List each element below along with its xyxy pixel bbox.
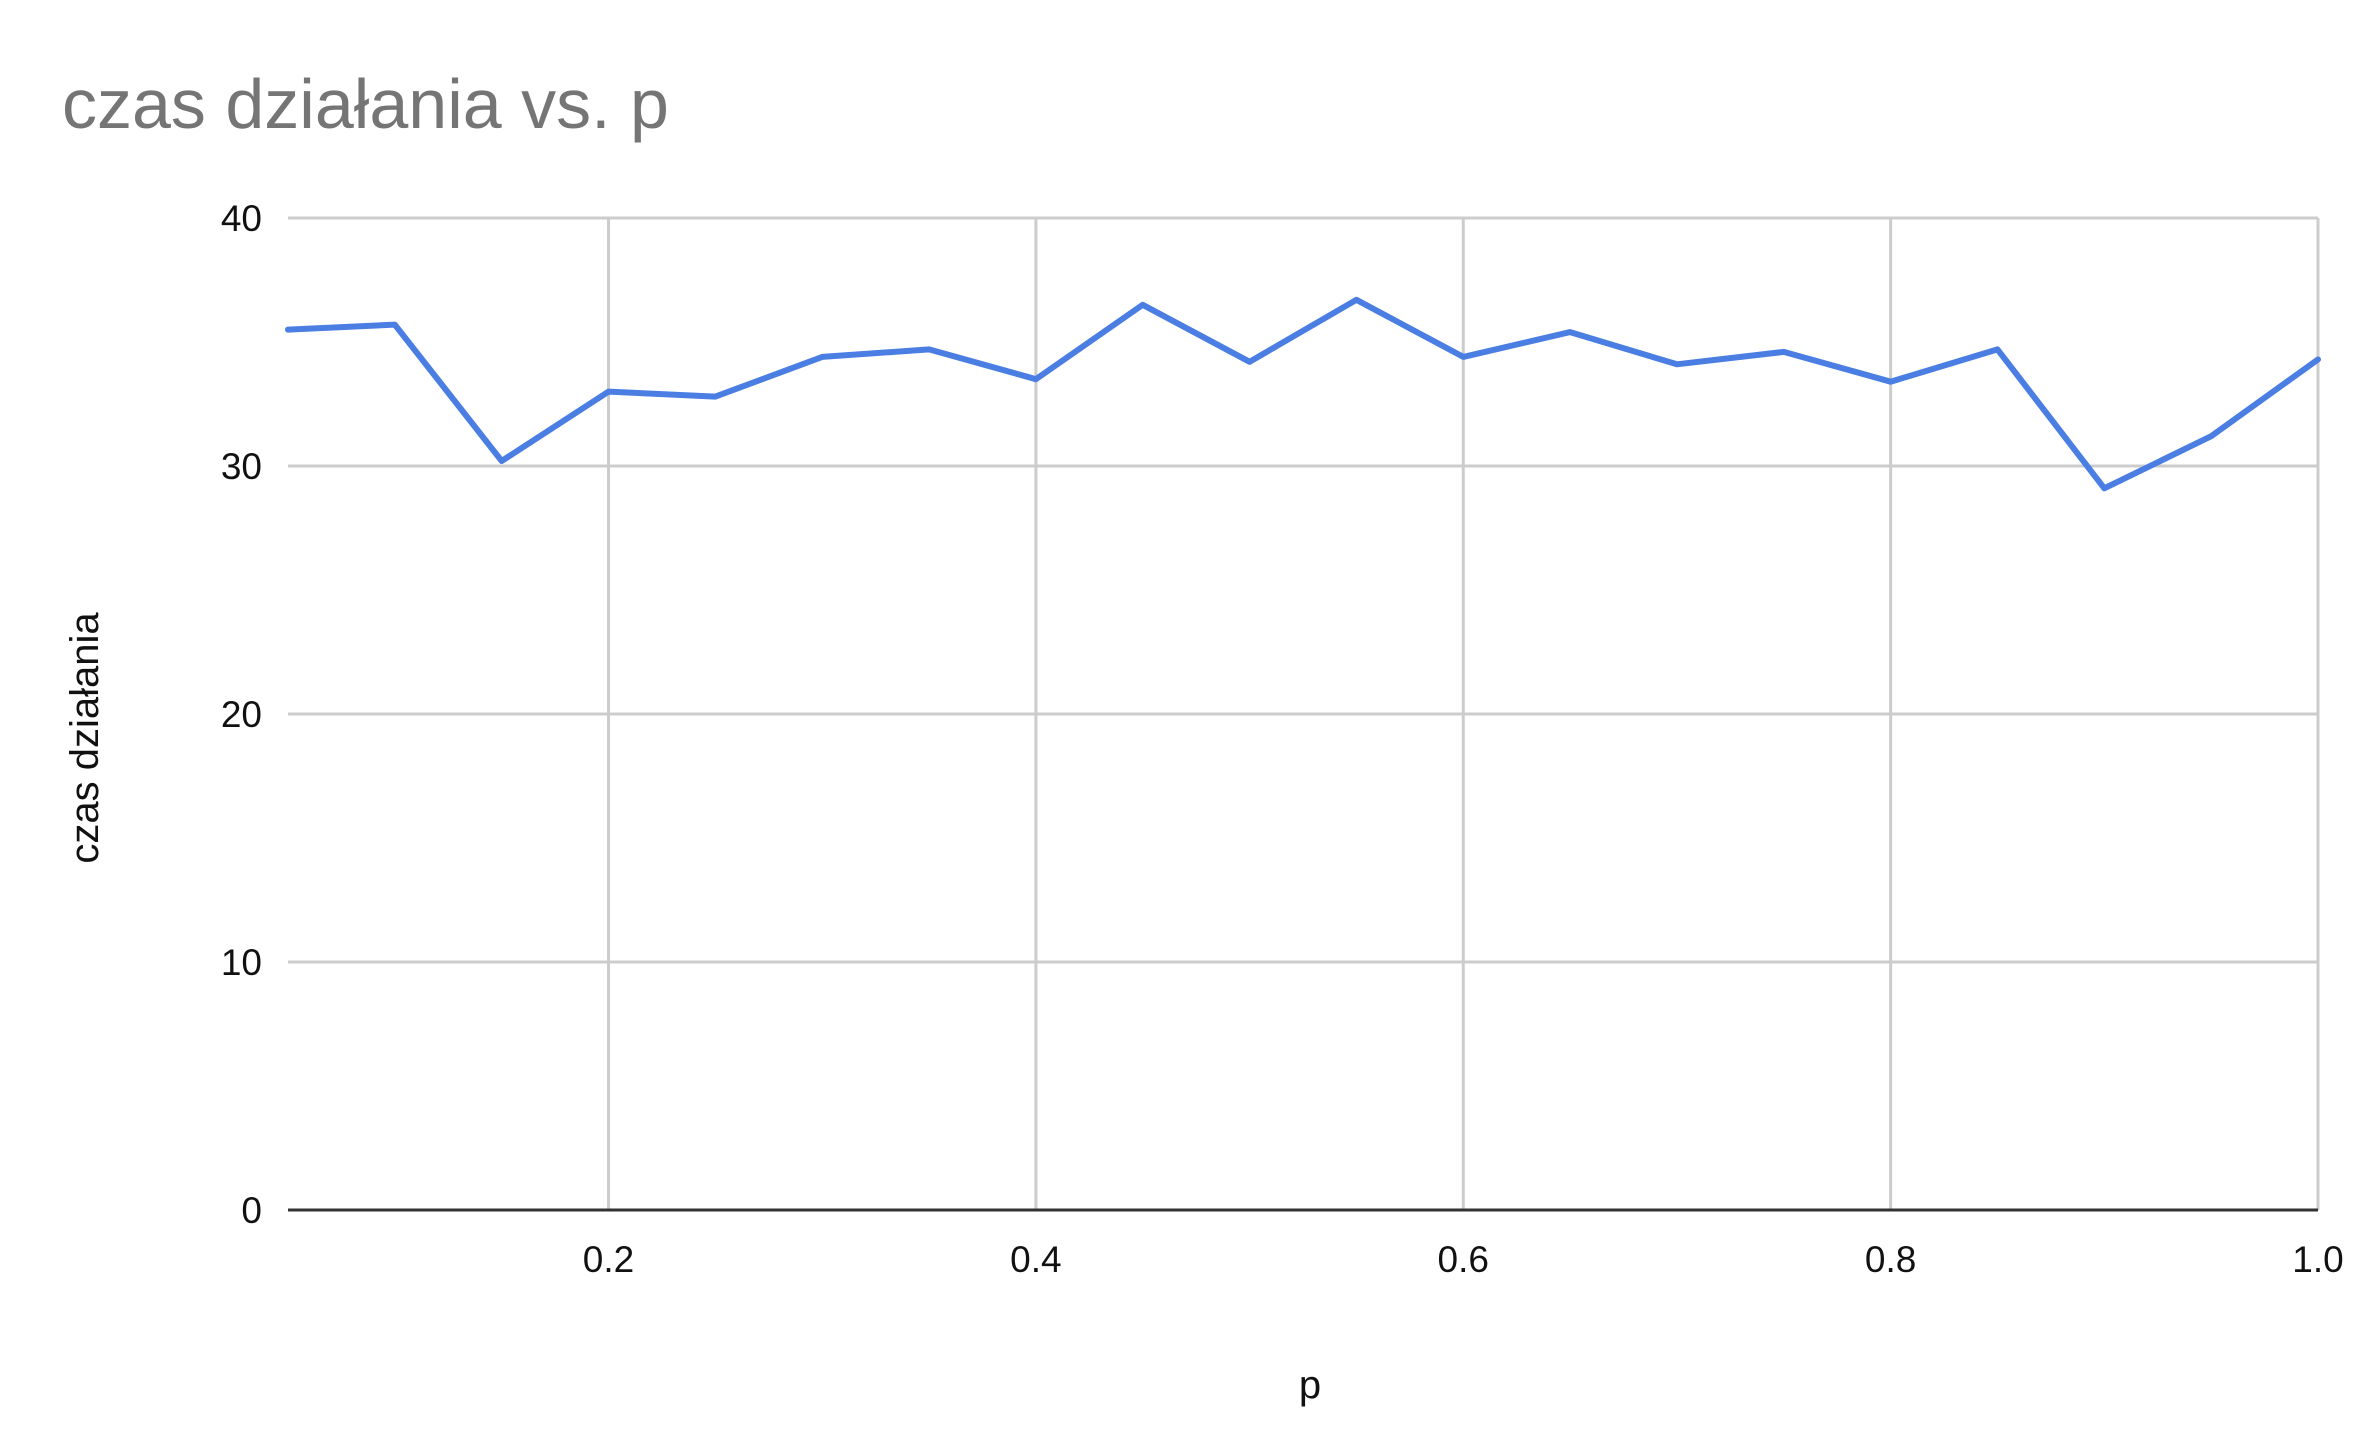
- data-point: [285, 327, 291, 333]
- data-point: [499, 458, 505, 464]
- data-point: [1781, 349, 1787, 355]
- x-tick-label: 0.8: [1865, 1239, 1916, 1280]
- data-point: [926, 346, 932, 352]
- data-point: [712, 394, 718, 400]
- data-point: [2315, 356, 2321, 362]
- y-tick-label: 40: [221, 198, 262, 239]
- x-axis-title: p: [1299, 1363, 1321, 1407]
- data-point: [1460, 354, 1466, 360]
- data-point: [1567, 329, 1573, 335]
- data-point: [819, 354, 825, 360]
- data-point: [1994, 346, 2000, 352]
- x-tick-label: 0.4: [1010, 1239, 1061, 1280]
- data-point: [2208, 433, 2214, 439]
- data-point: [1033, 376, 1039, 382]
- data-point: [1247, 359, 1253, 365]
- data-point: [2101, 485, 2107, 491]
- data-point: [606, 389, 612, 395]
- grid-layer: [288, 216, 2320, 1210]
- data-point: [1140, 302, 1146, 308]
- data-point: [392, 322, 398, 328]
- x-tick-label: 0.6: [1438, 1239, 1489, 1280]
- y-tick-label: 20: [221, 694, 262, 735]
- axis-layer: 0 10 20 30 40 0.2 0.4 0.6 0.8 1.0: [221, 198, 2344, 1280]
- y-tick-label: 10: [221, 942, 262, 983]
- series-line: [285, 296, 2321, 492]
- y-tick-label: 0: [241, 1190, 262, 1231]
- data-point: [1353, 297, 1359, 303]
- y-tick-label: 30: [221, 446, 262, 487]
- y-axis-title: czas działania: [63, 612, 107, 864]
- data-point: [1888, 379, 1894, 385]
- data-point: [1674, 361, 1680, 367]
- series-layer: [285, 296, 2321, 492]
- chart-title: czas działania vs. p: [62, 65, 669, 143]
- x-tick-label: 0.2: [583, 1239, 634, 1280]
- x-tick-label: 1.0: [2292, 1239, 2343, 1280]
